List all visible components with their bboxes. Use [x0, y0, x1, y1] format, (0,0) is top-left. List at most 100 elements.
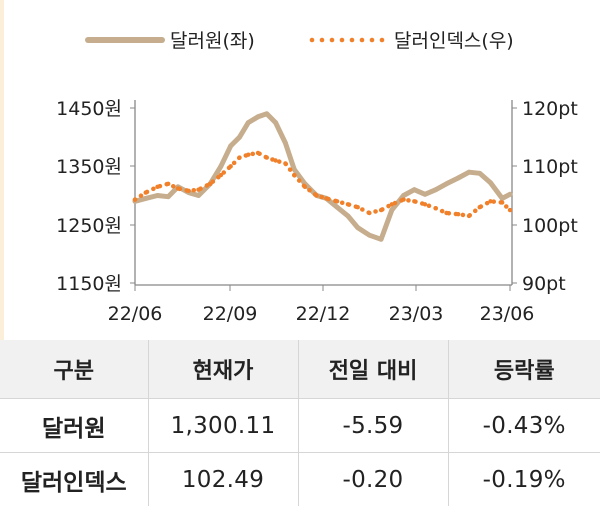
- x-tick-label: 22/12: [296, 303, 351, 325]
- data-point-dxy: [412, 199, 416, 203]
- row-label: 달러원: [0, 399, 148, 453]
- data-point-dxy: [314, 193, 318, 197]
- data-point-krw: [335, 205, 340, 210]
- data-point-dxy: [356, 205, 360, 209]
- data-point-krw: [264, 111, 269, 116]
- data-point-krw: [228, 144, 233, 149]
- legend-dot: [380, 38, 385, 43]
- data-point-dxy: [401, 197, 405, 201]
- data-point-dxy: [208, 182, 212, 186]
- data-point-dxy: [133, 197, 137, 201]
- data-point-dxy: [283, 161, 287, 165]
- right-tick-label: 110pt: [522, 156, 578, 178]
- data-point-dxy: [256, 151, 260, 155]
- data-point-dxy: [346, 202, 350, 206]
- data-point-dxy: [379, 208, 383, 212]
- data-point-krw: [155, 193, 160, 198]
- data-point-dxy: [144, 190, 148, 194]
- right-tick-label: 120pt: [522, 98, 578, 120]
- data-point-dxy: [335, 199, 339, 203]
- data-point-dxy: [187, 189, 191, 193]
- data-point-krw: [367, 233, 372, 238]
- table-row: 달러원 1,300.11 -5.59 -0.43%: [0, 399, 600, 453]
- series-line-dxy: [135, 153, 510, 216]
- change-rate-cell: -0.43%: [448, 399, 600, 453]
- legend-dot: [340, 38, 345, 43]
- row-label: 달러인덱스: [0, 453, 148, 506]
- data-point-dxy: [500, 200, 504, 204]
- table-row: 달러인덱스 102.49 -0.20 -0.19%: [0, 453, 600, 506]
- table-header-row: 구분 현재가 전일 대비 등락률: [0, 340, 600, 399]
- header-category: 구분: [0, 340, 148, 399]
- data-point-dxy: [155, 185, 159, 189]
- data-point-dxy: [303, 185, 307, 189]
- x-tick-label: 23/03: [389, 303, 444, 325]
- day-change-cell: -0.20: [298, 453, 448, 506]
- legend-label-krw: 달러원(좌): [170, 30, 255, 52]
- legend-swatch-dxy: [310, 38, 385, 43]
- right-tick-label: 100pt: [522, 215, 578, 237]
- day-change-cell: -5.59: [298, 399, 448, 453]
- data-point-dxy: [423, 202, 427, 206]
- legend-dot: [320, 38, 325, 43]
- data-point-dxy: [367, 211, 371, 215]
- left-axis-ticks: 1450원 1350원 1250원 1150원: [56, 98, 135, 295]
- data-point-dxy: [508, 208, 512, 212]
- data-point-krw: [166, 194, 171, 199]
- legend-dot: [370, 38, 375, 43]
- left-tick-label: 1150원: [56, 273, 122, 295]
- data-point-dxy: [390, 202, 394, 206]
- data-point-krw: [237, 135, 242, 140]
- data-point-krw: [488, 180, 493, 185]
- left-tick-label: 1250원: [56, 215, 122, 237]
- current-price-cell: 102.49: [148, 453, 298, 506]
- quote-table: 구분 현재가 전일 대비 등락률 달러원 1,300.11 -5.59 -0.4…: [0, 340, 600, 506]
- legend-dot: [310, 38, 315, 43]
- data-point-krw: [477, 171, 482, 176]
- exchange-rate-chart: 달러원(좌) 달러인덱스(우) 1450원 1350원 1250원 1150원 …: [0, 0, 600, 340]
- x-tick-label: 22/06: [108, 303, 163, 325]
- data-point-dxy: [434, 206, 438, 210]
- data-point-krw: [412, 187, 417, 192]
- header-change-rate: 등락률: [448, 340, 600, 399]
- data-point-krw: [292, 167, 297, 172]
- data-point-krw: [456, 176, 461, 181]
- data-point-krw: [355, 225, 360, 230]
- x-tick-label: 22/09: [203, 303, 258, 325]
- legend-dot: [360, 38, 365, 43]
- data-point-dxy: [176, 186, 180, 190]
- legend-dot: [330, 38, 335, 43]
- data-point-krw: [346, 214, 351, 219]
- data-point-dxy: [488, 199, 492, 203]
- data-point-krw: [433, 187, 438, 192]
- data-point-dxy: [456, 212, 460, 216]
- data-point-krw: [500, 196, 505, 201]
- data-point-krw: [256, 114, 261, 119]
- data-point-dxy: [246, 153, 250, 157]
- x-axis-ticks: 22/06 22/09 22/12 23/03 23/06: [108, 285, 535, 325]
- left-tick-label: 1350원: [56, 156, 122, 178]
- data-point-dxy: [219, 173, 223, 177]
- data-point-dxy: [265, 155, 269, 159]
- data-point-krw: [401, 193, 406, 198]
- legend-label-dxy: 달러인덱스(우): [394, 30, 514, 52]
- plot-area: [133, 111, 513, 241]
- legend: 달러원(좌) 달러인덱스(우): [88, 30, 514, 52]
- data-point-krw: [143, 196, 148, 201]
- data-point-dxy: [324, 196, 328, 200]
- data-point-krw: [219, 164, 224, 169]
- data-point-krw: [246, 120, 251, 125]
- data-point-krw: [273, 120, 278, 125]
- data-point-krw: [467, 170, 472, 175]
- data-point-krw: [196, 193, 201, 198]
- data-point-dxy: [467, 214, 471, 218]
- right-axis-ticks: 120pt 110pt 100pt 90pt: [512, 98, 578, 295]
- data-point-krw: [379, 237, 384, 242]
- data-point-krw: [444, 181, 449, 186]
- data-point-dxy: [229, 164, 233, 168]
- data-point-dxy: [478, 205, 482, 209]
- header-current-price: 현재가: [148, 340, 298, 399]
- header-day-change: 전일 대비: [298, 340, 448, 399]
- current-price-cell: 1,300.11: [148, 399, 298, 453]
- data-point-dxy: [166, 182, 170, 186]
